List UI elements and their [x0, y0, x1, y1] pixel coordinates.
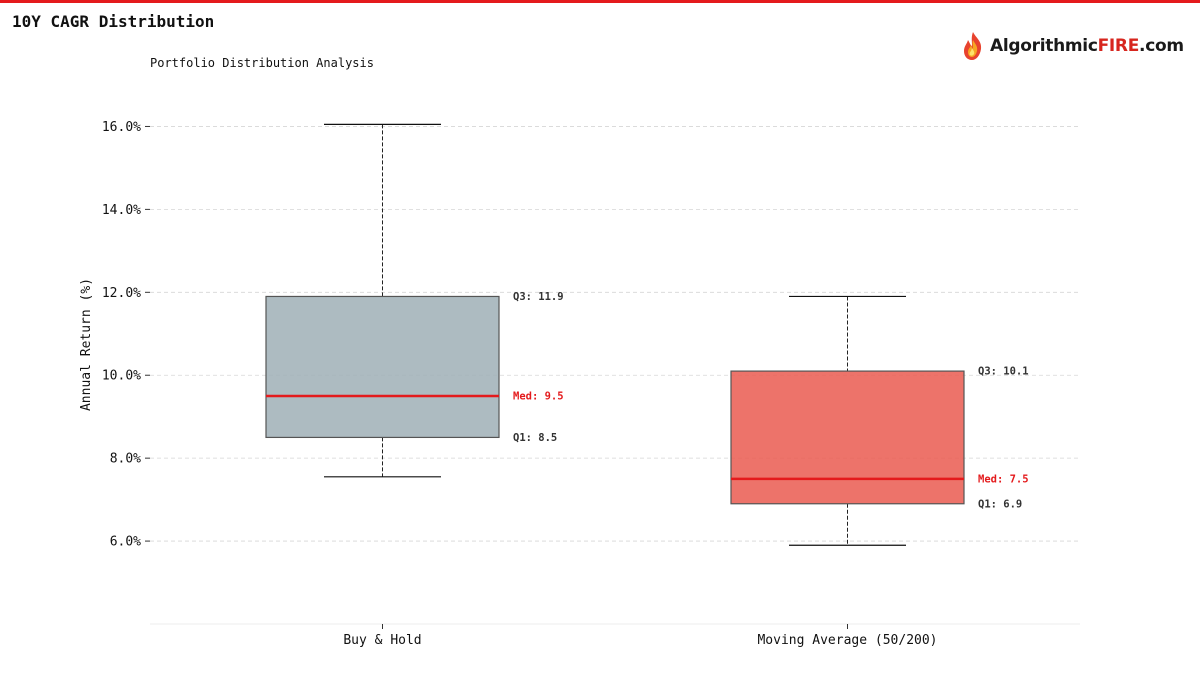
q3-label: Q3: 11.9: [513, 291, 564, 303]
box-iqr: [730, 370, 965, 505]
y-tick-label: 10.0%: [102, 369, 141, 384]
logo-text-algorithmic: Algorithmic: [990, 36, 1098, 56]
box-iqr: [265, 295, 500, 439]
q1-label: Q1: 8.5: [513, 432, 557, 444]
x-axis: Buy & Hold Moving Average (50/200): [343, 624, 938, 648]
logo-text-fire: FIRE: [1097, 36, 1140, 56]
median-label: Med: 7.5: [978, 473, 1029, 485]
logo-text-dotcom: .com: [1139, 36, 1184, 56]
page-title: 10Y CAGR Distribution: [12, 12, 215, 31]
x-tick-label: Moving Average (50/200): [757, 633, 937, 648]
chart-subtitle: Portfolio Distribution Analysis: [150, 56, 374, 70]
y-axis: 6.0% 8.0% 10.0% 12.0% 14.0% 16.0%: [102, 120, 150, 550]
y-tick-label: 6.0%: [110, 535, 141, 550]
y-tick-label: 8.0%: [110, 452, 141, 467]
box-group: Q3: 10.1 Med: 7.5 Q1: 6.9: [730, 295, 1029, 546]
top-accent-bar: [0, 0, 1200, 3]
q3-label: Q3: 10.1: [978, 366, 1029, 378]
box-group: Q3: 11.9 Med: 9.5 Q1: 8.5: [265, 123, 564, 478]
x-tick-label: Buy & Hold: [343, 633, 421, 648]
y-tick-label: 12.0%: [102, 286, 141, 301]
y-axis-label: Annual Return (%): [79, 278, 94, 411]
q1-label: Q1: 6.9: [978, 498, 1022, 510]
median-label: Med: 9.5: [513, 390, 564, 402]
y-tick-label: 14.0%: [102, 203, 141, 218]
y-tick-label: 16.0%: [102, 120, 141, 135]
brand-logo: AlgorithmicFIRE.com: [960, 30, 1184, 62]
flame-icon: [964, 32, 982, 60]
